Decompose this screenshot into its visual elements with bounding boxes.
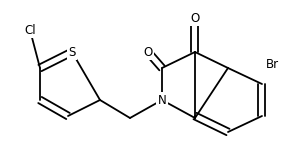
Text: O: O (190, 12, 200, 24)
Text: O: O (143, 45, 153, 58)
Text: S: S (68, 45, 76, 58)
Text: N: N (158, 93, 166, 106)
Text: Br: Br (265, 58, 279, 72)
Text: Cl: Cl (24, 24, 36, 36)
